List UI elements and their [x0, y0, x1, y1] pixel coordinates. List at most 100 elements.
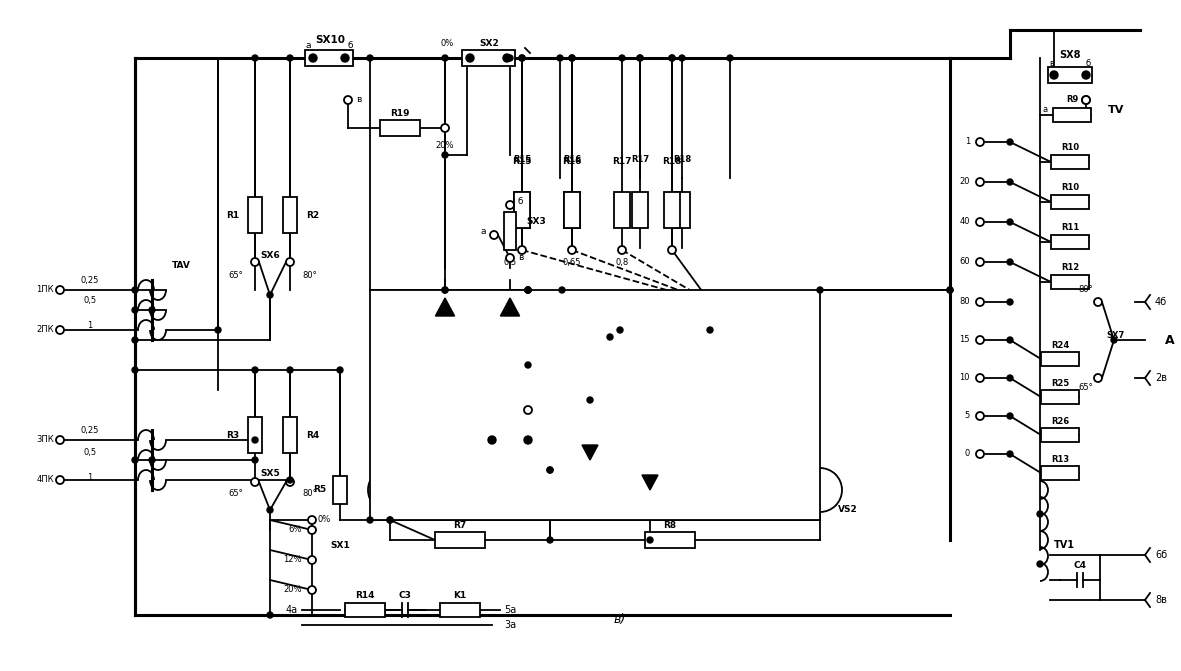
Text: 0,65: 0,65 [563, 258, 581, 266]
Circle shape [1007, 259, 1013, 265]
Circle shape [547, 467, 553, 473]
Bar [370, 290, 820, 520]
Text: R24: R24 [1051, 340, 1069, 350]
Bar [462, 50, 515, 66]
Text: VS2: VS2 [839, 505, 857, 515]
Text: R5: R5 [313, 486, 326, 495]
Circle shape [526, 287, 531, 293]
Text: R10: R10 [1061, 144, 1079, 152]
Circle shape [341, 54, 350, 62]
Polygon shape [582, 445, 598, 460]
Circle shape [56, 286, 64, 294]
Text: а: а [305, 42, 311, 50]
Circle shape [442, 287, 448, 293]
Text: R11: R11 [1061, 223, 1079, 232]
Text: 80°: 80° [302, 270, 317, 280]
Circle shape [387, 517, 393, 523]
Circle shape [267, 612, 273, 618]
Text: 0%: 0% [318, 515, 331, 525]
Circle shape [1007, 337, 1013, 343]
Circle shape [252, 478, 259, 486]
Text: SX3: SX3 [526, 217, 546, 227]
Text: K1: K1 [644, 331, 658, 340]
Circle shape [56, 436, 64, 444]
Text: 3а: 3а [504, 620, 516, 630]
Text: R15: R15 [513, 156, 531, 164]
Bar [645, 532, 694, 548]
Circle shape [727, 55, 733, 61]
Circle shape [132, 337, 138, 343]
Bar [441, 603, 479, 617]
Text: C1: C1 [461, 431, 474, 440]
Text: 20%: 20% [436, 142, 455, 150]
Text: R1: R1 [226, 211, 239, 219]
Bar [1051, 195, 1089, 209]
Circle shape [442, 287, 448, 293]
Text: б: б [347, 42, 353, 50]
Circle shape [489, 437, 495, 443]
Text: C4: C4 [1074, 560, 1087, 570]
Bar [345, 603, 385, 617]
Text: R14: R14 [355, 592, 374, 601]
Circle shape [1082, 96, 1090, 104]
Circle shape [607, 334, 613, 340]
Text: C2: C2 [696, 386, 707, 395]
Circle shape [1007, 139, 1013, 145]
Circle shape [1037, 561, 1043, 567]
Circle shape [947, 287, 953, 293]
Text: 6б: 6б [1155, 550, 1167, 560]
Text: SX10: SX10 [315, 35, 345, 45]
Bar [380, 120, 420, 136]
Bar [602, 333, 638, 377]
Bar [632, 192, 648, 228]
Text: SX7: SX7 [1105, 331, 1124, 340]
Circle shape [619, 55, 625, 61]
Circle shape [569, 55, 575, 61]
Circle shape [308, 526, 317, 534]
Circle shape [490, 231, 498, 239]
Circle shape [1007, 375, 1013, 381]
Circle shape [1007, 451, 1013, 457]
Text: а: а [481, 227, 487, 236]
Circle shape [344, 96, 352, 104]
Text: 60: 60 [959, 258, 970, 266]
Text: 0,5: 0,5 [84, 448, 97, 456]
Text: а: а [1043, 105, 1048, 115]
Text: А: А [1164, 333, 1175, 346]
Text: 80°: 80° [1078, 285, 1094, 295]
Circle shape [547, 467, 553, 473]
Text: 1: 1 [965, 138, 970, 146]
Text: 0: 0 [965, 450, 970, 458]
Text: 80: 80 [959, 297, 970, 307]
Text: 4а: 4а [286, 605, 298, 615]
Text: L1: L1 [389, 360, 402, 370]
Circle shape [442, 55, 448, 61]
Circle shape [267, 507, 273, 513]
Text: TAV: TAV [172, 260, 191, 270]
Bar [283, 197, 296, 233]
Text: 5а: 5а [504, 605, 516, 615]
Circle shape [1082, 71, 1090, 79]
Circle shape [1050, 71, 1058, 79]
Text: в): в) [614, 613, 626, 627]
Bar [614, 192, 629, 228]
Text: R7: R7 [454, 521, 466, 531]
Text: R6: R6 [583, 311, 596, 321]
Circle shape [557, 55, 563, 61]
Text: б: б [1085, 58, 1090, 68]
Circle shape [56, 476, 64, 484]
Bar [333, 476, 347, 504]
Circle shape [132, 367, 138, 373]
Circle shape [526, 362, 531, 368]
Text: SX4: SX4 [500, 417, 520, 427]
Circle shape [1007, 179, 1013, 185]
Text: 12%: 12% [283, 556, 302, 564]
Text: R4: R4 [306, 431, 319, 440]
Circle shape [1007, 299, 1013, 305]
Circle shape [505, 201, 514, 209]
Circle shape [287, 477, 293, 483]
Text: SX6: SX6 [260, 250, 280, 260]
Circle shape [569, 55, 575, 61]
Bar [1040, 390, 1079, 404]
Circle shape [616, 327, 624, 333]
